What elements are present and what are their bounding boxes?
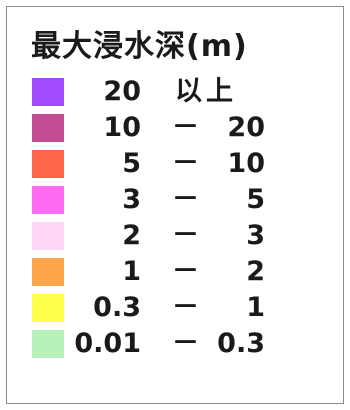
legend-upper-value: 以上	[175, 76, 237, 107]
legend-swatch	[32, 222, 64, 250]
legend-lower-value: 1	[122, 256, 141, 287]
legend-swatch	[32, 186, 64, 214]
legend-swatch	[32, 330, 64, 358]
legend-range-dash: －	[172, 292, 199, 323]
legend-range-dash: －	[172, 148, 199, 179]
legend-upper-value: 20	[227, 112, 265, 143]
legend-row: 3 － 5	[7, 181, 343, 221]
legend-row: 0.3 － 1	[7, 289, 343, 329]
legend-row: 10 － 20	[7, 109, 343, 149]
legend-swatch	[32, 258, 64, 286]
legend-panel: 最大浸水深(m) 20 以上 10 － 20 5 － 10 3 － 5 2 － …	[6, 6, 344, 404]
legend-upper-value: 10	[227, 148, 265, 179]
legend-upper-value: 2	[246, 256, 265, 287]
legend-row: 5 － 10	[7, 145, 343, 185]
legend-swatch	[32, 78, 64, 106]
legend-upper-value: 5	[246, 184, 265, 215]
legend-lower-value: 0.3	[93, 292, 141, 323]
legend-lower-value: 0.01	[74, 328, 141, 359]
legend-swatch	[32, 114, 64, 142]
legend-lower-value: 3	[122, 184, 141, 215]
legend-upper-value: 3	[246, 220, 265, 251]
legend-upper-value: 0.3	[217, 328, 265, 359]
legend-title: 最大浸水深(m)	[31, 29, 248, 64]
legend-range-dash: －	[172, 184, 199, 215]
legend-upper-value: 1	[246, 292, 265, 323]
legend-range-dash: －	[172, 328, 199, 359]
legend-row: 0.01 － 0.3	[7, 325, 343, 365]
legend-row: 2 － 3	[7, 217, 343, 257]
legend-range-dash: －	[172, 112, 199, 143]
legend-swatch	[32, 294, 64, 322]
legend-range-dash: －	[172, 256, 199, 287]
legend-row: 20 以上	[7, 73, 343, 113]
legend-row: 1 － 2	[7, 253, 343, 293]
legend-lower-value: 20	[103, 76, 141, 107]
legend-lower-value: 2	[122, 220, 141, 251]
legend-range-dash: －	[172, 220, 199, 251]
legend-lower-value: 5	[122, 148, 141, 179]
legend-lower-value: 10	[103, 112, 141, 143]
legend-swatch	[32, 150, 64, 178]
